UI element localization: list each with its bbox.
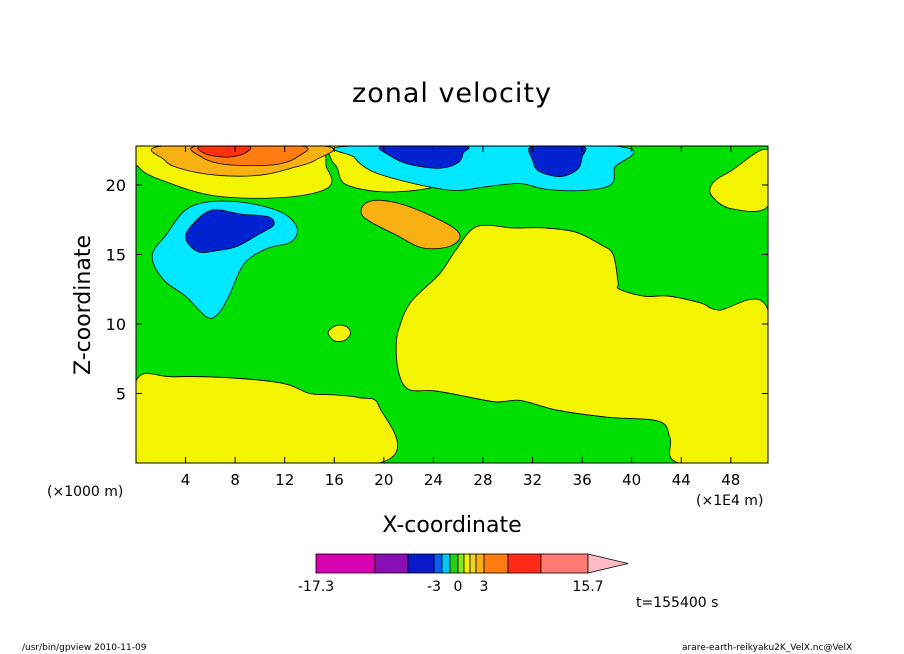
contour-regions xyxy=(136,146,768,463)
colorbar-segment xyxy=(374,553,409,574)
y-tick-label: 5 xyxy=(116,384,126,403)
x-tick-label: 12 xyxy=(275,471,294,489)
x-axis: 4 8 12 16 20 24 28 32 36 40 44 48 xyxy=(181,146,740,489)
y-axis: 5 10 15 20 xyxy=(106,176,768,403)
y-tick-label: 15 xyxy=(106,245,126,264)
colorbar-tick-label: -17.3 xyxy=(298,579,334,595)
contour-region-yellow-right xyxy=(395,224,768,463)
colorbar-segment xyxy=(540,553,589,574)
footer-left: /usr/bin/gpview 2010-11-09 xyxy=(22,643,147,653)
colorbar-segment xyxy=(463,553,471,574)
contour-region-blue-left xyxy=(185,209,275,253)
colorbar-segment xyxy=(433,553,443,574)
y-tick-label: 20 xyxy=(106,176,126,195)
colorbar-segment xyxy=(407,553,435,574)
colorbar-segment xyxy=(483,553,509,574)
colorbar: -17.3 -3 0 3 15.7 xyxy=(298,553,629,595)
contour-region-red-top xyxy=(197,146,252,158)
plot-frame xyxy=(135,145,769,464)
y-tick-label: 10 xyxy=(106,315,126,334)
colorbar-tick-label: 0 xyxy=(454,579,463,595)
colorbar-tick-label: 15.7 xyxy=(572,579,603,595)
x-tick-label: 24 xyxy=(424,471,443,489)
x-axis-label: X-coordinate xyxy=(382,513,522,538)
colorbar-segment xyxy=(441,553,451,574)
contour-region-blue-top-right xyxy=(528,146,587,178)
contour-region-yellow-bottom xyxy=(136,373,399,463)
time-label: t=155400 s xyxy=(636,595,719,611)
contour-region-yellow-right-top xyxy=(709,148,768,212)
x-tick-label: 20 xyxy=(374,471,393,489)
x-tick-label: 16 xyxy=(325,471,344,489)
x-tick-label: 44 xyxy=(672,471,691,489)
footer-right: arare-earth-reikyaku2K_VelX.nc@VelX xyxy=(682,643,853,653)
colorbar-tick-label: -3 xyxy=(427,579,441,595)
colorbar-segment xyxy=(457,553,465,574)
x-unit-label: (×1000 m) xyxy=(47,484,124,500)
contour-region-orange-mid xyxy=(360,199,461,250)
x-tick-label: 36 xyxy=(573,471,592,489)
x-scale-label: (×1E4 m) xyxy=(696,493,764,509)
chart-title: zonal velocity xyxy=(352,78,552,109)
colorbar-tick-label: 3 xyxy=(480,579,489,595)
x-tick-label: 8 xyxy=(230,471,240,489)
x-tick-label: 48 xyxy=(721,471,740,489)
colorbar-segment xyxy=(475,553,485,574)
colorbar-segment xyxy=(315,553,376,574)
x-tick-label: 4 xyxy=(181,471,191,489)
colorbar-arrow xyxy=(587,553,629,574)
x-tick-label: 28 xyxy=(473,471,492,489)
colorbar-segment xyxy=(449,553,459,574)
contour-region-yellow-oval xyxy=(327,324,351,342)
colorbar-segment xyxy=(507,553,542,574)
x-tick-label: 32 xyxy=(523,471,542,489)
x-tick-label: 40 xyxy=(622,471,641,489)
colorbar-segment xyxy=(469,553,477,574)
